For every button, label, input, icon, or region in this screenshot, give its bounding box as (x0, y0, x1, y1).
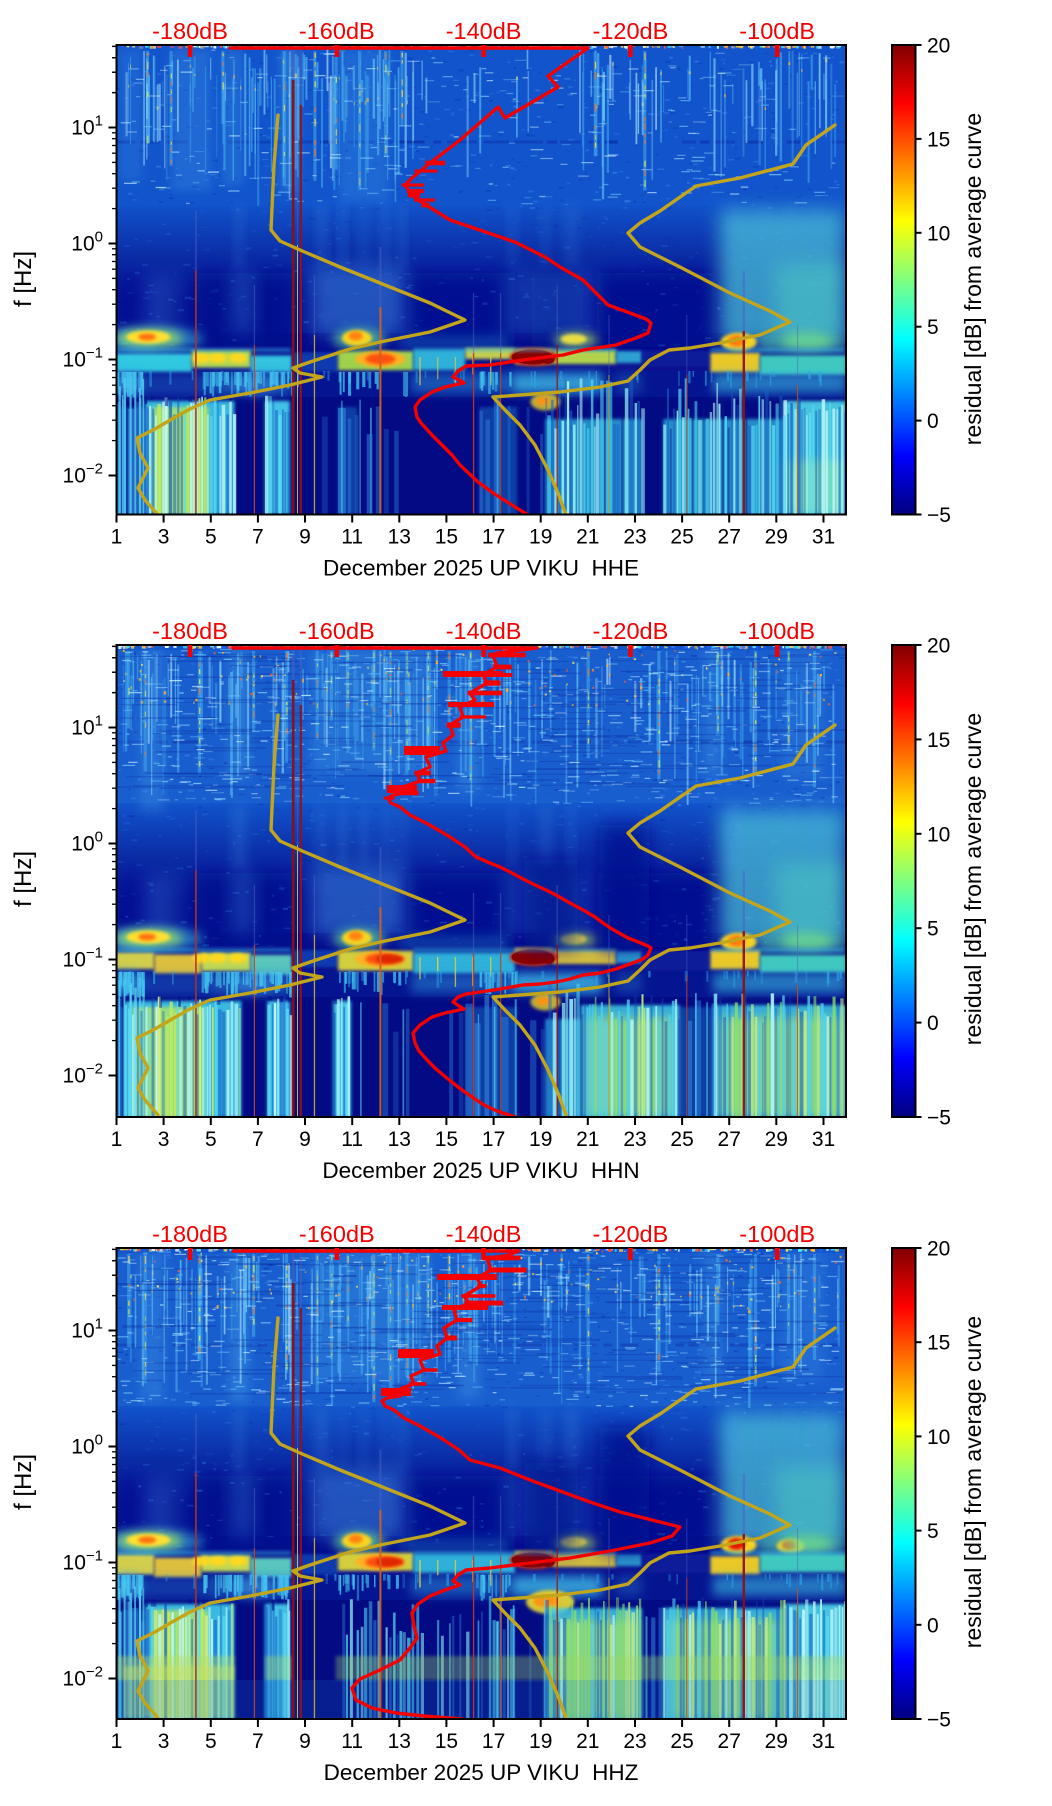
svg-text:5: 5 (205, 1730, 217, 1753)
svg-text:23: 23 (623, 526, 646, 549)
svg-text:23: 23 (623, 1128, 646, 1151)
svg-text:5: 5 (927, 1520, 939, 1543)
svg-text:3: 3 (158, 526, 170, 549)
svg-text:-160dB: -160dB (299, 618, 375, 644)
svg-text:1: 1 (111, 1128, 123, 1151)
svg-text:residual [dB] from average cur: residual [dB] from average curve (960, 1316, 986, 1648)
svg-text:13: 13 (388, 526, 411, 549)
svg-text:f [Hz]: f [Hz] (10, 1454, 37, 1510)
svg-text:9: 9 (299, 526, 311, 549)
svg-text:13: 13 (388, 1128, 411, 1151)
svg-text:-120dB: -120dB (593, 18, 669, 44)
svg-text:11: 11 (341, 526, 363, 549)
svg-text:1: 1 (111, 526, 123, 549)
svg-text:13: 13 (388, 1730, 411, 1753)
svg-text:-180dB: -180dB (152, 1221, 228, 1247)
svg-text:-160dB: -160dB (299, 18, 375, 44)
svg-text:19: 19 (529, 526, 552, 549)
svg-text:−5: −5 (927, 1107, 951, 1130)
svg-text:5: 5 (927, 918, 939, 941)
svg-text:10: 10 (927, 222, 950, 245)
svg-text:10−2: 10−2 (63, 1061, 103, 1088)
svg-text:10: 10 (927, 1426, 950, 1449)
svg-text:101: 101 (71, 713, 103, 740)
svg-text:-120dB: -120dB (593, 1221, 669, 1247)
svg-text:19: 19 (529, 1128, 552, 1151)
svg-text:20: 20 (927, 1238, 950, 1261)
svg-text:5: 5 (927, 316, 939, 339)
svg-text:11: 11 (341, 1128, 363, 1151)
svg-text:31: 31 (812, 1128, 835, 1151)
svg-text:15: 15 (435, 526, 458, 549)
svg-text:15: 15 (927, 1332, 950, 1355)
svg-text:0: 0 (927, 1012, 939, 1035)
svg-text:11: 11 (341, 1730, 363, 1753)
svg-text:7: 7 (252, 526, 264, 549)
svg-text:-140dB: -140dB (446, 1221, 522, 1247)
svg-text:f [Hz]: f [Hz] (10, 251, 37, 307)
svg-text:31: 31 (812, 526, 835, 549)
svg-text:residual [dB] from average cur: residual [dB] from average curve (960, 113, 986, 445)
svg-text:-120dB: -120dB (593, 618, 669, 644)
svg-text:-140dB: -140dB (446, 18, 522, 44)
svg-text:20: 20 (927, 35, 950, 58)
svg-text:1: 1 (111, 1730, 123, 1753)
svg-text:25: 25 (670, 1730, 693, 1753)
svg-text:-100dB: -100dB (739, 18, 815, 44)
svg-text:-100dB: -100dB (739, 1221, 815, 1247)
svg-text:27: 27 (718, 526, 741, 549)
svg-text:31: 31 (812, 1730, 835, 1753)
svg-text:December 2025 UP VIKU HHN: December 2025 UP VIKU HHN (322, 1158, 639, 1183)
svg-text:10: 10 (927, 823, 950, 846)
svg-text:0: 0 (927, 410, 939, 433)
svg-text:9: 9 (299, 1128, 311, 1151)
svg-text:27: 27 (718, 1730, 741, 1753)
svg-text:21: 21 (576, 1128, 599, 1151)
svg-text:0: 0 (927, 1614, 939, 1637)
svg-text:−5: −5 (927, 504, 951, 527)
svg-text:25: 25 (670, 1128, 693, 1151)
svg-text:7: 7 (252, 1128, 264, 1151)
svg-text:21: 21 (576, 526, 599, 549)
svg-text:residual [dB] from average cur: residual [dB] from average curve (960, 713, 986, 1045)
svg-text:15: 15 (435, 1730, 458, 1753)
svg-text:5: 5 (205, 1128, 217, 1151)
svg-text:-100dB: -100dB (739, 618, 815, 644)
svg-text:25: 25 (670, 526, 693, 549)
svg-text:December 2025 UP VIKU HHZ: December 2025 UP VIKU HHZ (324, 1760, 639, 1785)
svg-text:3: 3 (158, 1730, 170, 1753)
svg-text:15: 15 (927, 729, 950, 752)
svg-text:21: 21 (576, 1730, 599, 1753)
svg-text:20: 20 (927, 635, 950, 658)
svg-text:5: 5 (205, 526, 217, 549)
svg-text:−5: −5 (927, 1709, 951, 1732)
svg-text:23: 23 (623, 1730, 646, 1753)
svg-text:-180dB: -180dB (152, 618, 228, 644)
svg-text:27: 27 (718, 1128, 741, 1151)
svg-text:29: 29 (765, 1128, 788, 1151)
svg-text:f [Hz]: f [Hz] (10, 851, 37, 907)
svg-text:December 2025 UP VIKU HHE: December 2025 UP VIKU HHE (323, 556, 639, 581)
svg-text:17: 17 (482, 1730, 505, 1753)
svg-text:29: 29 (765, 1730, 788, 1753)
svg-text:-140dB: -140dB (446, 618, 522, 644)
svg-text:17: 17 (482, 1128, 505, 1151)
svg-text:3: 3 (158, 1128, 170, 1151)
svg-text:7: 7 (252, 1730, 264, 1753)
svg-text:15: 15 (927, 128, 950, 151)
svg-text:29: 29 (765, 526, 788, 549)
svg-text:17: 17 (482, 526, 505, 549)
svg-text:-160dB: -160dB (299, 1221, 375, 1247)
svg-text:15: 15 (435, 1128, 458, 1151)
svg-text:9: 9 (299, 1730, 311, 1753)
svg-text:19: 19 (529, 1730, 552, 1753)
svg-text:-180dB: -180dB (152, 18, 228, 44)
